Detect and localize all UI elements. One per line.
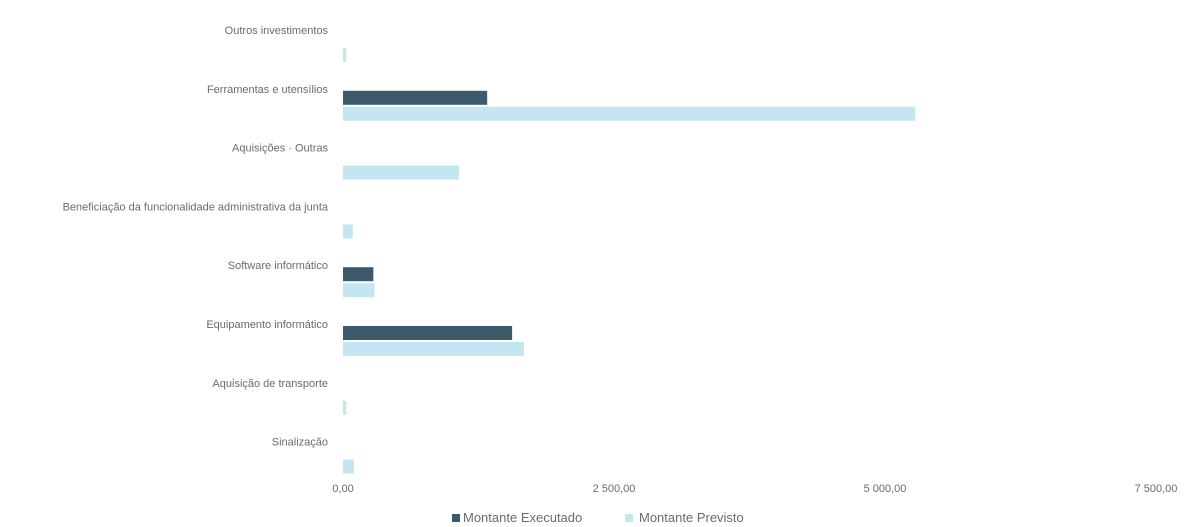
bar-montante-previsto (343, 342, 525, 356)
bar-montante-previsto (343, 459, 354, 474)
x-tick-label: 0,00 (332, 483, 353, 495)
bar-montante-previsto (343, 283, 375, 298)
category-label: Aquisição de transporte (212, 378, 328, 390)
category-label: Equipamento informático (206, 319, 328, 331)
legend-swatch-executado (452, 514, 460, 522)
category-labels: Outros investimentos Ferramentas e utensí… (63, 25, 329, 449)
category-label: Software informático (228, 260, 328, 272)
x-tick-label: 5 000,00 (864, 483, 907, 495)
bars (343, 48, 916, 474)
x-axis-ticks: 0,00 2 500,00 5 000,00 7 500,00 (332, 483, 1177, 495)
bar-montante-previsto (343, 165, 459, 180)
bar-montante-previsto (343, 106, 916, 121)
category-label: Ferramentas e utensílios (207, 84, 329, 96)
x-tick-label: 7 500,00 (1135, 483, 1178, 495)
legend: Montante Executado Montante Previsto (452, 510, 744, 525)
bar-montante-previsto (343, 400, 347, 415)
category-label: Beneficiação da funcionalidade administr… (63, 201, 329, 213)
bar-montante-executado (343, 90, 488, 105)
bar-montante-executado (343, 267, 374, 282)
bar-montante-previsto (343, 224, 353, 239)
bar-montante-executado (343, 326, 513, 340)
category-label: Outros investimentos (225, 25, 329, 37)
category-label: Sinalização (272, 437, 328, 449)
category-label: Aquisições · Outras (232, 143, 328, 155)
legend-label-executado: Montante Executado (463, 510, 582, 525)
legend-swatch-previsto (625, 514, 633, 522)
legend-label-previsto: Montante Previsto (639, 510, 744, 525)
x-tick-label: 2 500,00 (593, 483, 636, 495)
bar-montante-previsto (343, 48, 347, 62)
